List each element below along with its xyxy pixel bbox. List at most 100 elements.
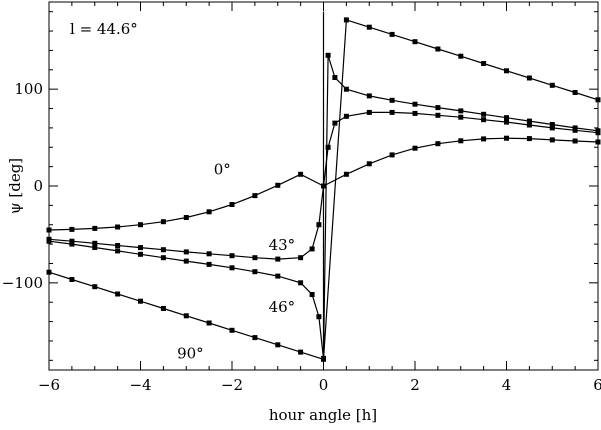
series-0-point-13 [343, 171, 349, 177]
series-3-point-14 [366, 24, 372, 30]
series-2-point-13 [316, 314, 322, 320]
series-3-point-17 [435, 46, 441, 52]
series-2-point-15 [325, 52, 331, 58]
series-1-point-15 [325, 144, 331, 150]
series-2-point-3 [115, 248, 121, 254]
series-1-point-22 [458, 114, 464, 120]
series-1-point-17 [343, 113, 349, 119]
series-3-point-15 [389, 31, 395, 37]
series-1-point-5 [160, 247, 166, 253]
series-3-point-22 [549, 82, 555, 88]
series-1-point-11 [298, 255, 304, 261]
series-3-point-21 [526, 75, 532, 81]
curve-label-3: 90° [177, 344, 204, 362]
series-1-point-12 [309, 246, 315, 252]
series-3-point-23 [572, 90, 578, 95]
curve-labels: 0° 43° 46° 90° [177, 160, 295, 362]
series-1-point-4 [138, 245, 143, 251]
series-2-point-22 [458, 108, 464, 114]
series-0-point-5 [160, 219, 166, 225]
series-0-point-9 [252, 193, 258, 199]
series-2-point-2 [92, 245, 98, 250]
series-2-point-11 [298, 280, 304, 286]
series-2-point-8 [229, 265, 235, 271]
series-2-point-20 [412, 101, 418, 107]
series-3-point-2 [92, 284, 98, 290]
series-3-point-18 [458, 53, 464, 59]
series-3-point-4 [138, 298, 143, 304]
series-0-point-20 [504, 135, 509, 141]
x-axis-label: hour angle [h] [269, 406, 377, 424]
series-3-point-5 [160, 306, 166, 311]
axes-layer: −6 −4 −2 0 2 4 6 −100 0 100 [2, 2, 601, 394]
series-0-point-21 [526, 136, 532, 142]
series-0-point-3 [115, 224, 121, 230]
series-0-point-18 [458, 138, 464, 144]
series-3-point-1 [69, 277, 75, 282]
series-2-point-17 [343, 86, 349, 92]
series-1-point-26 [549, 125, 555, 131]
x-tick-label-6: 6 [593, 376, 601, 394]
series-2-point-23 [481, 111, 487, 117]
series-2-point-16 [332, 75, 338, 80]
series-3-point-6 [183, 313, 189, 319]
series-2-point-27 [572, 125, 578, 131]
series-0-point-14 [366, 161, 372, 167]
series-3-point-19 [481, 61, 487, 66]
y-tick-label-1: 0 [33, 177, 43, 195]
series-1-point-7 [206, 251, 212, 257]
series-0-point-8 [229, 202, 235, 207]
series-1-point-10 [275, 256, 281, 262]
series-2-point-25 [526, 118, 532, 124]
series-2-point-12 [309, 292, 315, 297]
series-3-point-20 [504, 68, 509, 74]
series-2-point-7 [206, 261, 212, 267]
series-2-point-24 [504, 115, 509, 121]
series-3-point-7 [206, 320, 212, 326]
series-2-point-18 [366, 93, 372, 99]
series-3-point-13 [343, 17, 349, 23]
series-1-point-20 [412, 110, 418, 116]
x-tick-label-5: 4 [502, 376, 512, 394]
series-1-point-19 [389, 109, 395, 115]
series-0-point-1 [69, 226, 75, 232]
y-axis-label: ψ [deg] [6, 158, 24, 214]
series-0-point-22 [549, 137, 555, 143]
series-0-point-17 [435, 141, 441, 147]
curve-label-1: 43° [269, 236, 296, 254]
x-tick-label-3: 0 [319, 376, 329, 394]
annotation-latitude: l = 44.6° [70, 20, 138, 38]
series-3-point-10 [275, 342, 281, 348]
series-1-point-16 [332, 120, 338, 126]
x-tick-label-1: −4 [129, 376, 151, 394]
series-0-point-16 [412, 145, 418, 151]
series-0-point-6 [183, 215, 189, 220]
series-1-point-1 [69, 238, 75, 244]
series-1-point-9 [252, 255, 258, 261]
series-3-point-9 [252, 335, 258, 341]
series-1-point-2 [92, 240, 98, 246]
series-2-point-9 [252, 269, 258, 275]
series-2-point-6 [183, 258, 189, 264]
series-0-point-11 [298, 171, 304, 177]
series-1-point-8 [229, 253, 235, 259]
series-0-point-10 [275, 182, 281, 188]
series-1-point-21 [435, 112, 441, 118]
series-1-point-25 [526, 122, 532, 128]
series-1-point-24 [504, 119, 509, 125]
series-2-point-1 [69, 241, 75, 247]
series-2-point-26 [549, 122, 555, 127]
x-tick-label-2: −2 [221, 376, 243, 394]
series-3-point-3 [115, 291, 121, 297]
series-1-point-18 [366, 109, 372, 115]
series-2-point-4 [138, 251, 143, 257]
series-0-point-19 [481, 136, 487, 142]
series-0-point-7 [206, 209, 212, 215]
series-layer [46, 11, 601, 362]
series-3-point-8 [229, 327, 235, 333]
curve-label-2: 46° [269, 298, 296, 316]
series-3-point-16 [412, 39, 418, 45]
x-tick-label-0: −6 [38, 376, 60, 394]
x-tick-label-4: 2 [410, 376, 420, 394]
series-0-point-2 [92, 225, 98, 231]
